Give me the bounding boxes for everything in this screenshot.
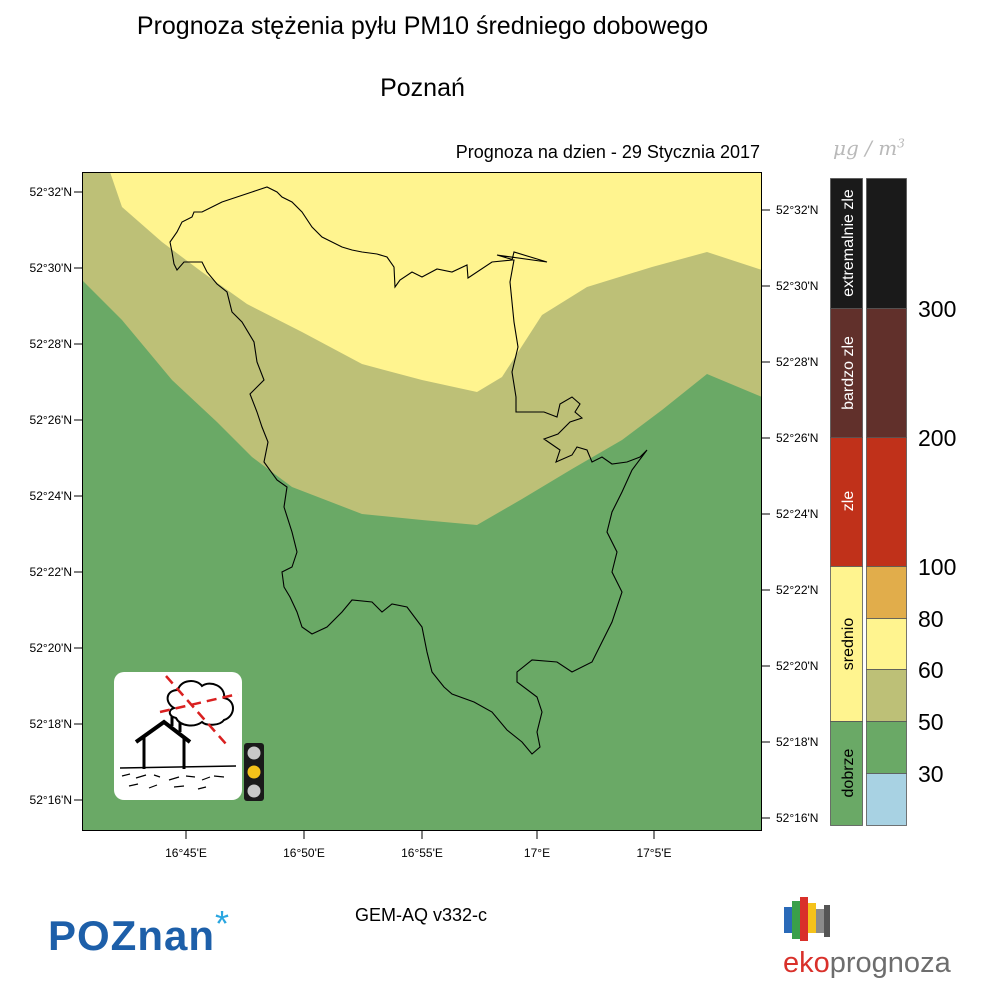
legend-scale-swatch bbox=[866, 618, 907, 670]
legend-category-label: bardzo zle bbox=[840, 336, 857, 410]
zone-good bbox=[82, 280, 762, 831]
lat-label-right: 52°20'N bbox=[776, 659, 819, 673]
ekoprognoza-bars-icon bbox=[784, 897, 830, 941]
threshold-label: 30 bbox=[918, 761, 944, 787]
map-title: Prognoza stężenia pyłu PM10 średniego do… bbox=[136, 12, 709, 40]
legend-scale-swatch bbox=[866, 773, 907, 826]
legend-category-swatch bbox=[830, 566, 863, 722]
legend-scale-swatch bbox=[866, 308, 907, 438]
lat-label-right: 52°24'N bbox=[776, 507, 819, 521]
city-subtitle: Poznań bbox=[380, 74, 465, 102]
lat-label-left: 52°30'N bbox=[29, 261, 72, 275]
house-smoke-icon bbox=[114, 672, 242, 800]
poznan-logo: POZnan* bbox=[48, 903, 231, 959]
ekoprognoza-logo: ekoprognoza bbox=[783, 947, 951, 979]
legend-scale-swatch bbox=[866, 721, 907, 774]
lat-label-left: 52°24'N bbox=[29, 489, 72, 503]
lon-label: 16°50'E bbox=[283, 846, 325, 860]
legend-category-swatch bbox=[830, 178, 863, 309]
pm10-map bbox=[82, 172, 762, 831]
lat-label-right: 52°26'N bbox=[776, 431, 819, 445]
lat-label-right: 52°16'N bbox=[776, 811, 819, 825]
legend-scale-swatch bbox=[866, 437, 907, 567]
city-boundary bbox=[169, 186, 648, 755]
legend-category-swatch bbox=[830, 437, 863, 567]
lat-label-right: 52°28'N bbox=[776, 355, 819, 369]
threshold-label: 60 bbox=[918, 657, 944, 683]
lat-label-left: 52°28'N bbox=[29, 337, 72, 351]
unit-label: μg / m3 bbox=[833, 136, 905, 160]
lon-label: 16°55'E bbox=[401, 846, 443, 860]
legend-scale-swatch bbox=[866, 178, 907, 309]
map-ticks bbox=[74, 191, 770, 839]
lat-label-left: 52°22'N bbox=[29, 565, 72, 579]
legend-category-swatch bbox=[830, 721, 863, 826]
lat-label-right: 52°32'N bbox=[776, 203, 819, 217]
lon-label: 17°5'E bbox=[636, 846, 672, 860]
lat-label-right: 52°22'N bbox=[776, 583, 819, 597]
lat-label-right: 52°30'N bbox=[776, 279, 819, 293]
lat-label-left: 52°16'N bbox=[29, 793, 72, 807]
threshold-label: 300 bbox=[918, 296, 957, 322]
model-version: GEM-AQ v332-c bbox=[355, 905, 488, 925]
threshold-label: 100 bbox=[918, 554, 957, 580]
legend-bars bbox=[830, 178, 907, 826]
lon-label: 16°45'E bbox=[165, 846, 207, 860]
legend-category-label: srednio bbox=[840, 617, 857, 671]
lat-label-left: 52°20'N bbox=[29, 641, 72, 655]
threshold-label: 200 bbox=[918, 425, 957, 451]
legend-category-label: zle bbox=[840, 490, 857, 512]
lon-label: 17°E bbox=[523, 846, 551, 860]
lat-label-left: 52°26'N bbox=[29, 413, 72, 427]
threshold-label: 50 bbox=[918, 709, 944, 735]
lat-label-left: 52°32'N bbox=[29, 185, 72, 199]
legend-scale-swatch bbox=[866, 669, 907, 722]
lat-label-left: 52°18'N bbox=[29, 717, 72, 731]
legend-category-label: extremalnie zle bbox=[840, 189, 857, 297]
legend-category-swatch bbox=[830, 308, 863, 438]
lat-label-right: 52°18'N bbox=[776, 735, 819, 749]
legend-scale-swatch bbox=[866, 566, 907, 619]
traffic-light-icon bbox=[244, 743, 264, 801]
forecast-date: Prognoza na dzien - 29 Stycznia 2017 bbox=[455, 142, 760, 162]
legend-category-label: dobrze bbox=[840, 748, 857, 798]
threshold-label: 80 bbox=[918, 606, 944, 632]
